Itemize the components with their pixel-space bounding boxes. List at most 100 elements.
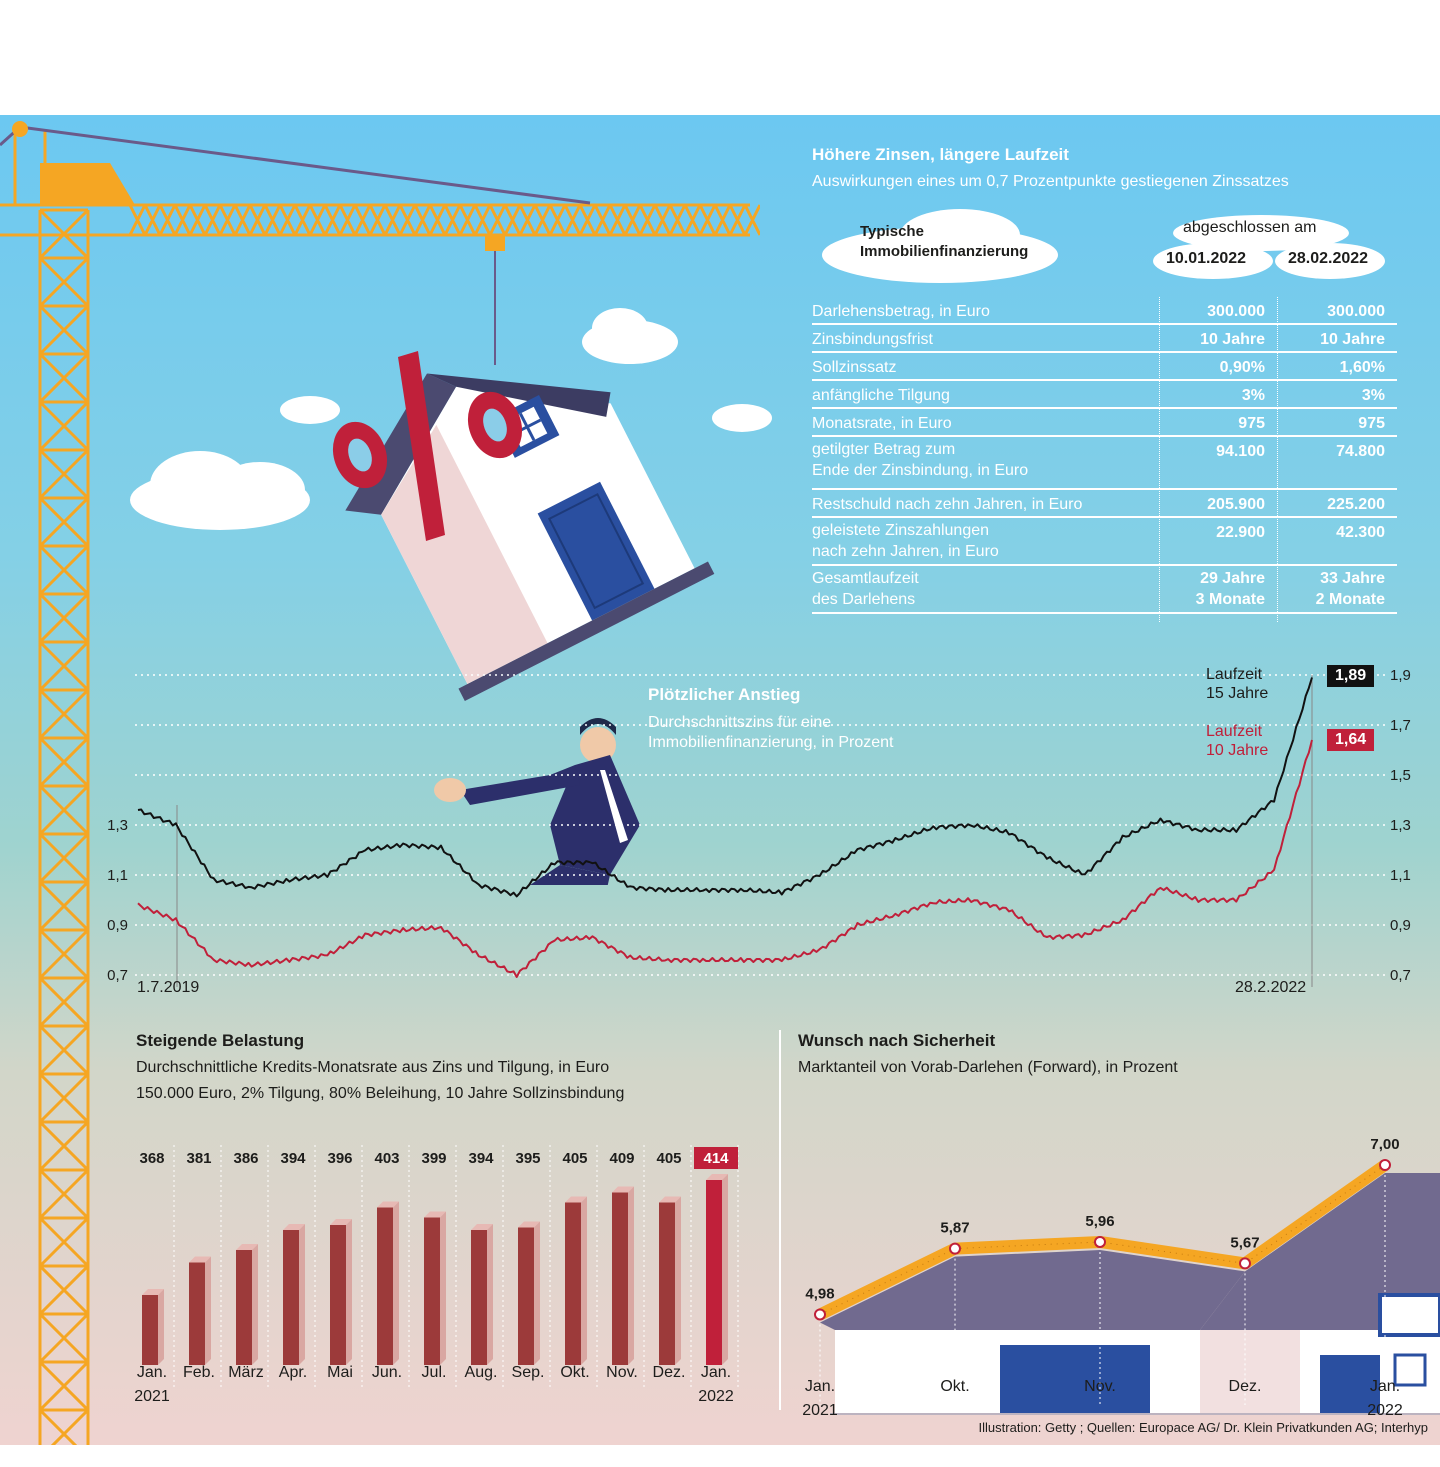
y-tick-right: 1,7 (1390, 717, 1411, 734)
forward-point (1379, 1159, 1391, 1171)
table-cell-2802: 975 (1358, 413, 1385, 434)
table-cell-0110: 975 (1238, 413, 1265, 434)
forward-value-label: 5,67 (1230, 1234, 1259, 1251)
table-cell-line: 22.900 (1216, 524, 1265, 541)
table-row: Darlehensbetrag, in Euro 300.000 300.000 (812, 297, 1397, 325)
forward-month-label: Jan. (1370, 1378, 1400, 1395)
forward-value-label: 5,87 (940, 1220, 969, 1237)
table-cell-line: 300.000 (1207, 303, 1265, 320)
table-cell-0110: 94.100 (1216, 441, 1265, 462)
bar-value-label: 409 (609, 1150, 634, 1167)
forward-month-label: 2021 (802, 1402, 838, 1415)
table-cell-line: Gesamtlaufzeit (812, 570, 919, 587)
bar (189, 1262, 205, 1365)
series-line-10-jahre (137, 739, 1313, 978)
col2-header: 28.02.2022 (1288, 250, 1369, 267)
table-row-label: Restschuld nach zehn Jahren, in Euro (812, 494, 1082, 515)
forward-point (949, 1242, 961, 1255)
forward-point (814, 1308, 826, 1321)
bar-top (565, 1196, 587, 1203)
bar-value-label: 399 (421, 1150, 446, 1167)
bar-side (205, 1256, 211, 1365)
table-cell-line: 94.100 (1216, 443, 1265, 460)
table-cell-line: 10 Jahre (1320, 331, 1385, 348)
table-cell-line: Restschuld nach zehn Jahren, in Euro (812, 496, 1083, 513)
table-row: Sollzinssatz 0,90% 1,60% (812, 353, 1397, 381)
bar (471, 1230, 487, 1365)
bar (612, 1192, 628, 1365)
bar-side (158, 1289, 164, 1365)
table-cell-0110: 29 Jahre 3 Monate (1196, 568, 1265, 610)
bar-top (424, 1211, 446, 1218)
y-tick-right: 0,9 (1390, 917, 1411, 934)
clouds (130, 209, 1385, 530)
bar-chart-title: Steigende Belastung (136, 1031, 305, 1050)
crane (0, 121, 760, 1445)
bar-month-label: Sep. (512, 1364, 545, 1381)
table-separator (1159, 297, 1160, 622)
y-tick-left: 0,7 (107, 967, 128, 984)
bar-side (346, 1219, 352, 1365)
table-cell-2802: 42.300 (1336, 522, 1385, 543)
bar-side (534, 1221, 540, 1365)
table-cell-line: Ende der Zinsbindung, in Euro (812, 462, 1029, 479)
bar (330, 1225, 346, 1365)
table-cell-0110: 205.900 (1207, 494, 1265, 515)
table-cell-line: des Darlehens (812, 591, 916, 608)
forward-value-label: 7,00 (1370, 1136, 1399, 1153)
table-cell-line: 0,90% (1219, 359, 1265, 376)
table-separator (1277, 297, 1278, 622)
bar-value-label: 396 (327, 1150, 352, 1167)
table-cell-0110: 300.000 (1207, 301, 1265, 322)
table-cell-line: 74.800 (1336, 443, 1385, 460)
forward-month-label: Okt. (940, 1378, 969, 1395)
bar (424, 1217, 440, 1365)
house2-roof (1200, 1173, 1440, 1330)
cloud (280, 396, 340, 424)
bar-value-label: 405 (656, 1150, 681, 1167)
table-cell-line: 975 (1358, 415, 1385, 432)
infographic: Höhere Zinsen, längere Laufzeit Auswirku… (0, 115, 1440, 1445)
bar-side (252, 1244, 258, 1365)
bar-value-label: 395 (515, 1150, 540, 1167)
table-row: geleistete Zinszahlungen nach zehn Jahren… (812, 518, 1397, 566)
ground-line (830, 1413, 1440, 1415)
table-cell-line: anfängliche Tilgung (812, 387, 950, 404)
cloud-label: Typische Immobilienfinanzierung (860, 222, 1028, 262)
bar-top (706, 1174, 728, 1180)
forward-point (1239, 1257, 1251, 1270)
forward-month-label: 2022 (1367, 1402, 1403, 1415)
bar-month-label: 2022 (698, 1388, 734, 1405)
table-cell-2802: 74.800 (1336, 441, 1385, 462)
bar-month-label: Jun. (372, 1364, 402, 1381)
line-chart-title: Plötzlicher Anstieg (648, 685, 801, 704)
bar-side (722, 1174, 728, 1365)
cloud (1153, 243, 1273, 279)
table-title: Höhere Zinsen, längere Laufzeit (812, 145, 1069, 164)
table-row: Monatsrate, in Euro 975 975 (812, 409, 1397, 437)
line-chart-subtitle-2: Immobilienfinanzierung, in Prozent (648, 734, 894, 751)
bar-chart-subtitle-2: 150.000 Euro, 2% Tilgung, 80% Beleihung,… (136, 1085, 625, 1102)
bar-value-label: 381 (186, 1150, 211, 1167)
table-cell-0110: 22.900 (1216, 522, 1265, 543)
bar-month-label: Nov. (606, 1364, 638, 1381)
table-cell-line: Darlehensbetrag, in Euro (812, 303, 990, 320)
line-chart-subtitle: Durchschnittszins für eine Immobilienfin… (648, 713, 893, 753)
bar-value-label: 394 (280, 1150, 306, 1167)
table-cell-line: 10 Jahre (1200, 331, 1265, 348)
table-row: getilgter Betrag zum Ende der Zinsbindung… (812, 437, 1397, 490)
forward-chart-title: Wunsch nach Sicherheit (798, 1031, 996, 1050)
bar-top (330, 1219, 352, 1225)
house2-upper-window (1378, 1293, 1440, 1337)
y-tick-right: 1,1 (1390, 867, 1411, 884)
forward-value-label: 5,96 (1085, 1213, 1114, 1230)
source-note: Illustration: Getty ; Quellen: Europace … (978, 1420, 1428, 1435)
house-illustration (332, 351, 715, 885)
table-cell-line: geleistete Zinszahlungen (812, 522, 990, 539)
y-tick-left: 1,3 (107, 817, 128, 834)
bar (283, 1230, 299, 1365)
bar-value-label: 394 (468, 1150, 494, 1167)
bar-value-label: 368 (139, 1150, 164, 1167)
table-cell-2802: 1,60% (1340, 357, 1385, 378)
bar-month-label: Jul. (422, 1364, 447, 1381)
